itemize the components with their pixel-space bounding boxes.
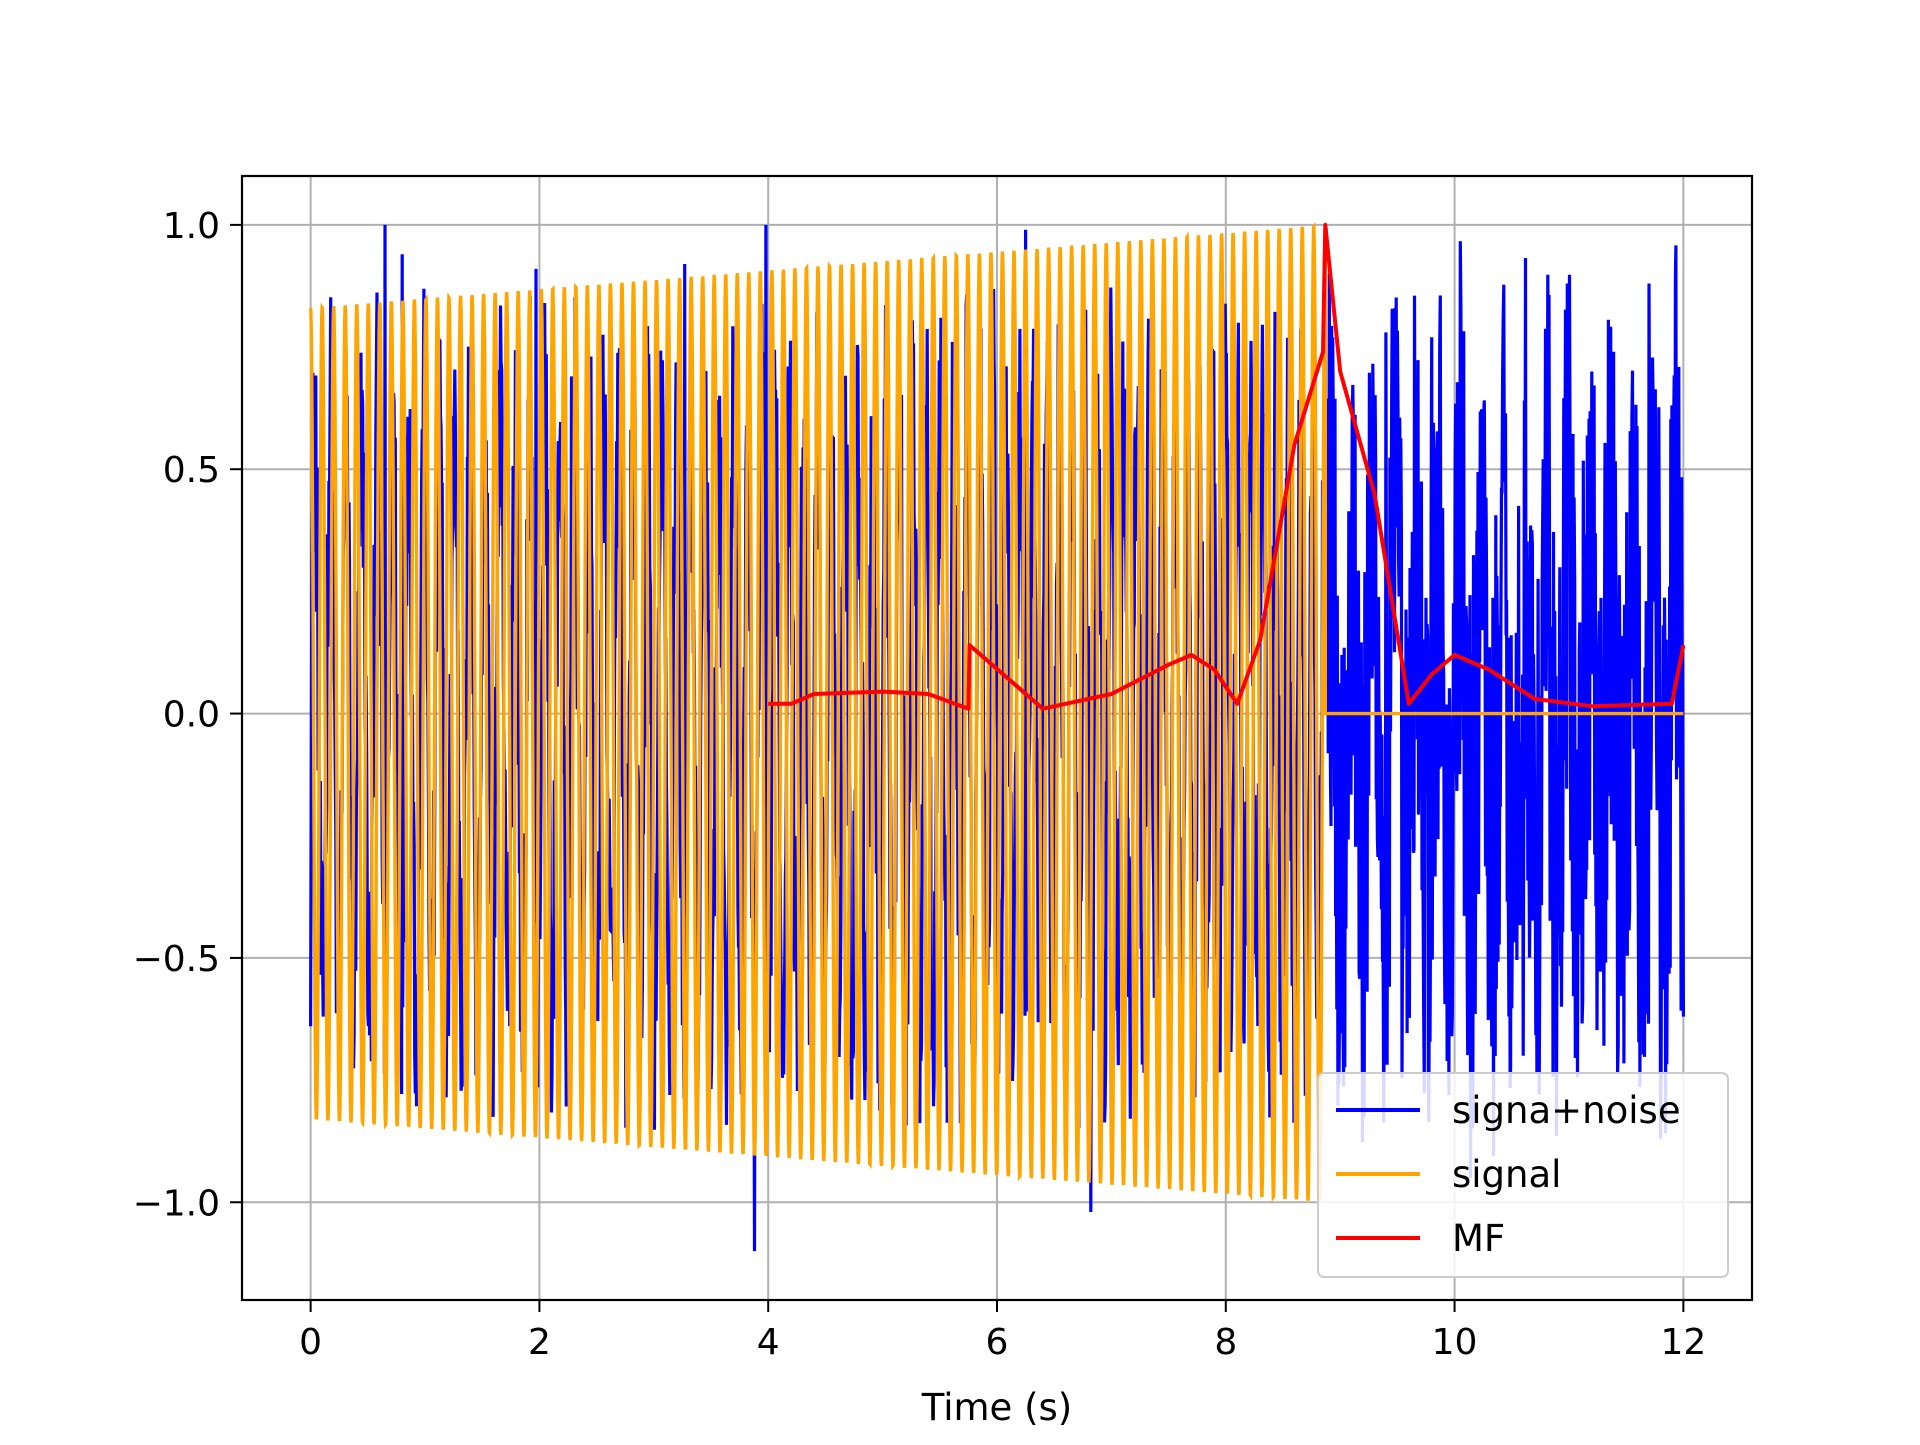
x-tick-label: 8 — [1214, 1322, 1237, 1363]
legend-label: signal — [1452, 1153, 1561, 1196]
x-tick-label: 10 — [1432, 1322, 1478, 1363]
series-line-signal — [308, 221, 1684, 1202]
x-tick-label: 4 — [757, 1322, 780, 1363]
ticks: 0 2 4 6 8 10 12 1.0 0.5 0.0 −0.5 −1.0 — [133, 206, 1707, 1363]
legend-label: signa+noise — [1452, 1089, 1681, 1132]
series-layer — [308, 221, 1686, 1252]
x-tick-label: 0 — [299, 1322, 322, 1363]
y-tick-label: 1.0 — [163, 206, 220, 247]
y-tick-label: 0.5 — [163, 450, 220, 491]
legend-label: MF — [1452, 1217, 1505, 1260]
legend-box — [1317, 1072, 1729, 1278]
y-tick-label: −0.5 — [133, 939, 220, 980]
x-tick-label: 12 — [1660, 1322, 1706, 1363]
x-tick-label: 6 — [986, 1322, 1009, 1363]
x-axis-label: Time (s) — [921, 1386, 1072, 1429]
series-line-signa-noise — [309, 224, 1685, 1252]
legend: signa+noise signal MF — [1317, 1072, 1729, 1278]
x-tick-label: 2 — [528, 1322, 551, 1363]
series-line-mf — [768, 222, 1686, 711]
y-tick-label: −1.0 — [133, 1183, 220, 1224]
y-tick-label: 0.0 — [163, 695, 220, 736]
